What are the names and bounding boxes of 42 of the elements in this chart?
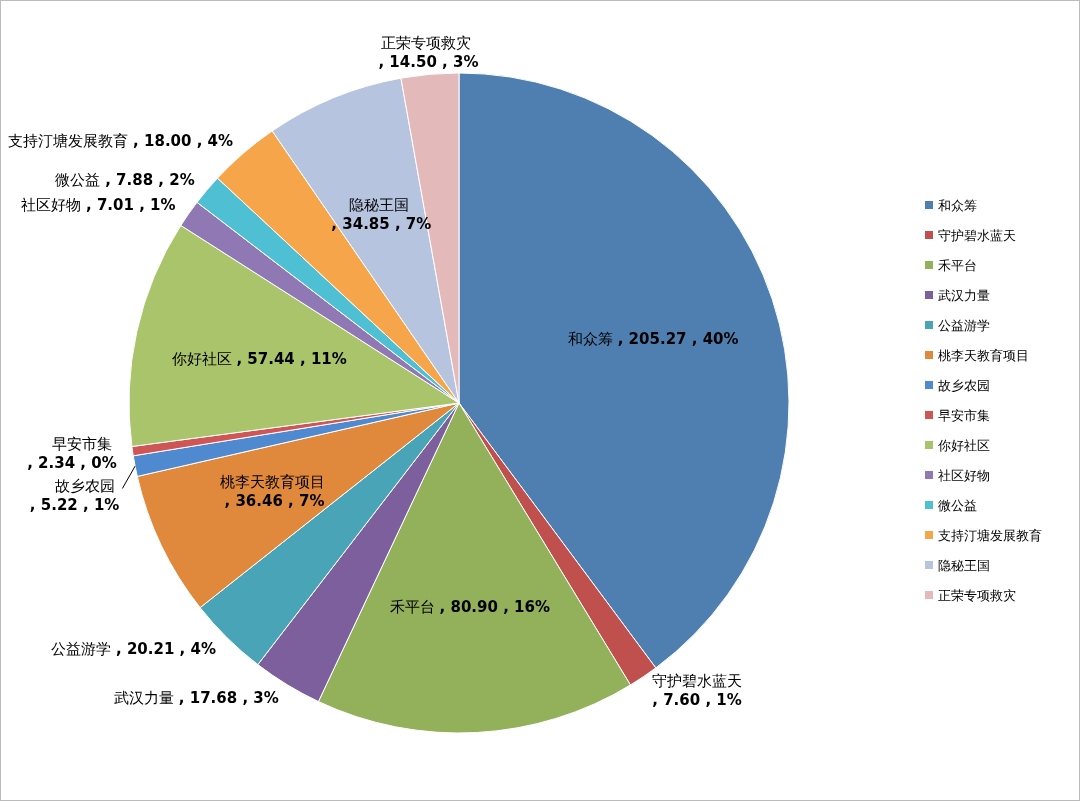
data-label: , 7.88 , 2% [105, 170, 195, 189]
legend-label: 隐秘王国 [938, 558, 990, 573]
slice-label: 早安市集 [51, 435, 117, 454]
legend-label: 守护碧水蓝天 [938, 228, 1016, 243]
slice-label: 正荣专项救灾 [381, 34, 476, 53]
legend-label: 公益游学 [938, 318, 990, 333]
data-label: , 205.27 , 40% [617, 329, 739, 348]
legend-label: 故乡农园 [938, 378, 990, 393]
legend-label: 正荣专项救灾 [938, 588, 1016, 603]
legend-label: 你好社区 [937, 438, 990, 453]
slice-label: 公益游学 [51, 640, 116, 659]
slice-label: 和众筹 [567, 329, 618, 348]
legend-label: 早安市集 [938, 408, 990, 423]
data-label: , 80.90 , 16% [439, 598, 550, 617]
slice-label: 支持汀塘发展教育 [8, 131, 134, 150]
data-label: , 34.85 , 7% [331, 214, 432, 233]
legend-label: 和众筹 [938, 198, 977, 213]
slice-label: 你好社区 [170, 349, 237, 368]
slice-label: 故乡农园 [54, 477, 120, 496]
legend-label: 支持汀塘发展教育 [938, 528, 1042, 543]
data-label: , 2.34 , 0% [27, 454, 117, 473]
data-label: , 7.01 , 1% [86, 195, 176, 214]
data-label: , 5.22 , 1% [29, 496, 120, 515]
slice-label: 社区好物 [21, 195, 87, 214]
legend-label: 禾平台 [938, 258, 977, 273]
data-label: , 17.68 , 3% [178, 689, 279, 708]
slice-label: 桃李天教育项目 [219, 473, 330, 492]
data-label: , 14.50 , 3% [378, 53, 479, 72]
data-label: , 57.44 , 11% [236, 349, 347, 368]
data-label: , 36.46 , 7% [224, 492, 325, 511]
legend-label: 微公益 [938, 498, 977, 513]
slice-label: 微公益 [55, 170, 106, 189]
legend-label: 桃李天教育项目 [938, 348, 1029, 363]
slice-label: 守护碧水蓝天 [652, 672, 748, 690]
slice-label: 武汉力量 [114, 689, 179, 708]
legend-label: 武汉力量 [938, 288, 990, 303]
slice-label: 禾平台 [389, 598, 440, 617]
slice-label: 隐秘王国 [348, 195, 414, 214]
data-label: , 18.00 , 4% [133, 131, 234, 150]
data-label: , 20.21 , 4% [115, 640, 216, 659]
data-label: , 7.60 , 1% [652, 691, 742, 709]
legend-label: 社区好物 [938, 468, 990, 483]
